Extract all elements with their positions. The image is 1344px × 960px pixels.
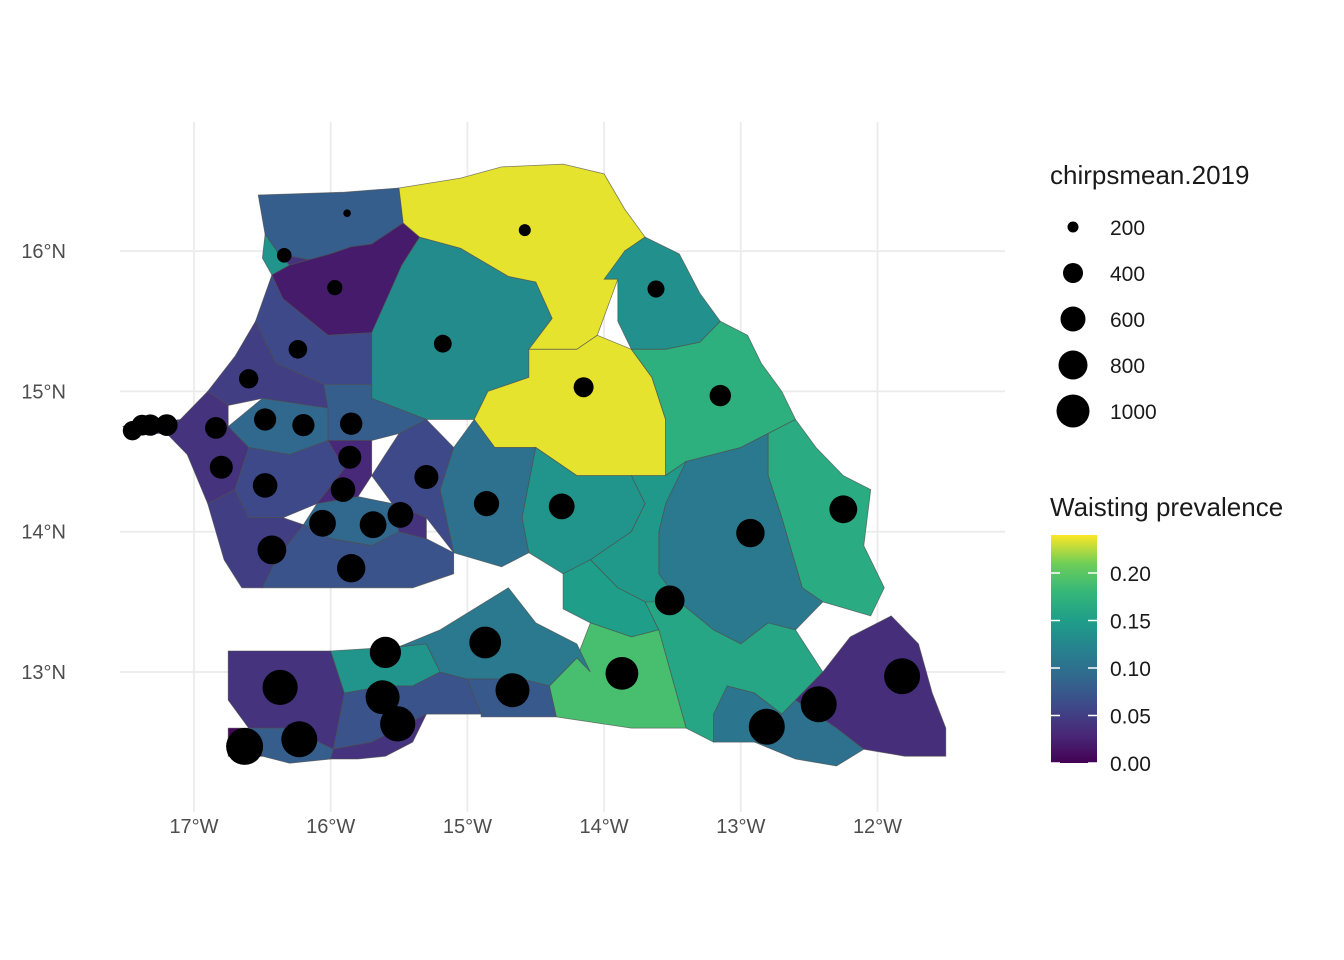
rainfall-point [254, 408, 277, 431]
size-legend-key [1056, 394, 1090, 428]
region-polygon [330, 713, 428, 760]
size-legend-key [1058, 350, 1088, 380]
rainfall-point [281, 721, 318, 758]
size-legend-label: 800 [1110, 355, 1145, 378]
y-tick-label: 15°N [21, 381, 66, 403]
colorbar-label: 0.15 [1110, 611, 1151, 634]
rainfall-point [518, 224, 531, 237]
rainfall-point [414, 465, 439, 489]
color-legend: Waisting prevalence 0.00 0.05 0.10 0.15 0.20 [1050, 492, 1283, 776]
x-axis: 17°W 16°W 15°W 14°W 13°W 12°W [169, 816, 902, 838]
rainfall-point [239, 369, 259, 389]
rainfall-point [548, 493, 575, 520]
x-tick-label: 12°W [853, 816, 902, 838]
rainfall-point [252, 473, 278, 498]
rainfall-point [387, 502, 414, 528]
size-legend-label: 400 [1110, 263, 1145, 286]
rainfall-point [292, 414, 315, 437]
y-tick-label: 13°N [21, 662, 66, 684]
rainfall-point [829, 495, 858, 524]
rainfall-point [337, 554, 366, 583]
rainfall-point [226, 727, 264, 765]
rainfall-point [473, 491, 500, 517]
rainfall-point [647, 280, 665, 298]
rainfall-point [365, 680, 400, 715]
rainfall-point [736, 518, 765, 548]
x-tick-label: 15°W [443, 816, 492, 838]
rainfall-point [605, 657, 639, 690]
rainfall-point [369, 636, 401, 669]
rainfall-point [327, 280, 343, 296]
y-tick-label: 14°N [21, 522, 66, 544]
size-legend: chirpsmean.2019 200 400 600 800 1000 [1050, 160, 1249, 428]
size-legend-key [1067, 221, 1079, 233]
rainfall-point [469, 626, 502, 659]
rainfall-point [800, 686, 837, 723]
y-tick-label: 16°N [21, 241, 66, 263]
rainfall-point [340, 412, 363, 435]
rainfall-point [155, 414, 178, 436]
rainfall-point [495, 673, 530, 708]
rainfall-points [122, 209, 921, 765]
rainfall-point [209, 455, 233, 479]
rainfall-point [139, 414, 161, 436]
rainfall-point [257, 535, 287, 565]
y-axis: 13°N 14°N 15°N 16°N [21, 241, 66, 684]
colorbar-label: 0.05 [1110, 706, 1151, 729]
colorbar [1051, 535, 1097, 763]
size-legend-title: chirpsmean.2019 [1050, 160, 1249, 190]
x-tick-label: 17°W [169, 816, 218, 838]
size-legend-key [1063, 263, 1083, 283]
rainfall-point [276, 248, 292, 263]
colorbar-label: 0.10 [1110, 658, 1151, 681]
rainfall-point [573, 377, 594, 398]
rainfall-point [359, 511, 387, 539]
color-legend-title: Waisting prevalence [1050, 492, 1283, 522]
rainfall-point [330, 477, 356, 502]
size-legend-label: 1000 [1110, 401, 1157, 424]
x-tick-label: 13°W [716, 816, 765, 838]
rainfall-point [748, 708, 785, 745]
rainfall-point [433, 334, 452, 353]
rainfall-point [205, 417, 227, 439]
rainfall-point [380, 706, 416, 742]
size-legend-label: 200 [1110, 217, 1145, 240]
colorbar-label: 0.00 [1110, 753, 1151, 776]
rainfall-point [884, 658, 921, 695]
rainfall-point [709, 384, 731, 407]
rainfall-point [338, 445, 362, 469]
colorbar-label: 0.20 [1110, 563, 1151, 586]
region-polygons [122, 163, 947, 767]
size-legend-key [1060, 306, 1086, 332]
x-tick-label: 16°W [306, 816, 355, 838]
size-legend-label: 600 [1110, 309, 1145, 332]
x-tick-label: 14°W [580, 816, 629, 838]
rainfall-point [262, 669, 298, 706]
rainfall-point [288, 340, 308, 359]
rainfall-point [343, 209, 351, 217]
rainfall-point [309, 509, 336, 537]
rainfall-point [654, 585, 685, 616]
